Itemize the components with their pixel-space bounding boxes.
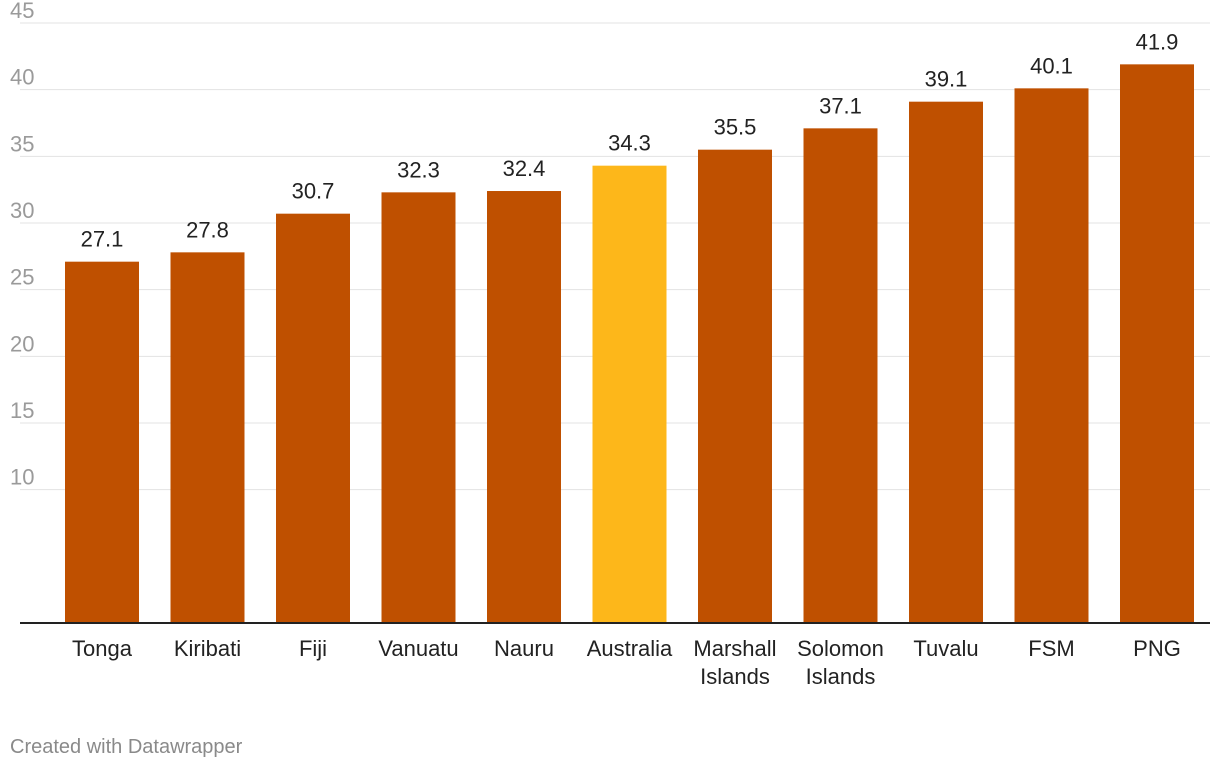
value-label-vanuatu: 32.3 bbox=[397, 157, 440, 182]
value-label-kiribati: 27.8 bbox=[186, 217, 229, 242]
value-label-fiji: 30.7 bbox=[292, 179, 335, 204]
bar-solomon-islands bbox=[803, 128, 878, 623]
value-label-australia: 34.3 bbox=[608, 131, 651, 156]
bar-marshall-islands bbox=[698, 149, 772, 623]
value-label-fsm: 40.1 bbox=[1030, 53, 1073, 78]
x-tick-label-solomon-islands: Solomon Islands bbox=[797, 636, 884, 689]
bar-vanuatu bbox=[381, 192, 456, 623]
credit-text: Created with Datawrapper bbox=[10, 736, 243, 758]
value-label-tuvalu: 39.1 bbox=[925, 67, 968, 92]
value-label-tonga: 27.1 bbox=[81, 227, 124, 252]
bar-png bbox=[1120, 64, 1194, 624]
x-tick-label-fsm: FSM bbox=[1028, 636, 1074, 661]
y-tick-label-25: 25 bbox=[10, 265, 34, 290]
value-label-png: 41.9 bbox=[1136, 29, 1179, 54]
bar-nauru bbox=[487, 191, 561, 623]
x-tick-label-tonga: Tonga bbox=[72, 636, 133, 661]
value-label-solomon-islands: 37.1 bbox=[819, 93, 862, 118]
x-tick-label-marshall-islands: Marshall Islands bbox=[693, 636, 776, 689]
bar-tonga bbox=[65, 261, 139, 623]
x-tick-label-png: PNG bbox=[1133, 636, 1181, 661]
y-tick-label-30: 30 bbox=[10, 198, 34, 223]
y-tick-label-15: 15 bbox=[10, 398, 34, 423]
value-label-nauru: 32.4 bbox=[503, 156, 546, 181]
x-tick-label-nauru: Nauru bbox=[494, 636, 554, 661]
y-tick-label-10: 10 bbox=[10, 465, 34, 490]
y-tick-label-45: 45 bbox=[10, 0, 34, 23]
value-label-marshall-islands: 35.5 bbox=[714, 115, 757, 140]
bar-tuvalu bbox=[909, 101, 983, 624]
x-tick-label-tuvalu: Tuvalu bbox=[913, 636, 978, 661]
axes: 10 15 20 25 30 35 40 45 Tonga Kiribati Fiji Vanuatu… bbox=[10, 0, 1210, 689]
y-tick-label-40: 40 bbox=[10, 65, 34, 90]
bars bbox=[65, 64, 1194, 624]
x-tick-label-australia: Australia bbox=[587, 636, 673, 661]
data-labels: 27.1 27.8 30.7 32.3 32.4 34.3 35.5 37.1 39.1 40.1… bbox=[81, 29, 1179, 251]
x-tick-label-kiribati: Kiribati bbox=[174, 636, 241, 661]
y-tick-label-20: 20 bbox=[10, 331, 34, 356]
x-tick-label-fiji: Fiji bbox=[299, 636, 327, 661]
bar-fsm bbox=[1014, 88, 1089, 624]
bar-fiji bbox=[276, 213, 350, 624]
bar-australia bbox=[592, 165, 667, 623]
x-tick-label-vanuatu: Vanuatu bbox=[378, 636, 458, 661]
y-tick-label-35: 35 bbox=[10, 131, 34, 156]
bar-kiribati bbox=[170, 252, 245, 624]
